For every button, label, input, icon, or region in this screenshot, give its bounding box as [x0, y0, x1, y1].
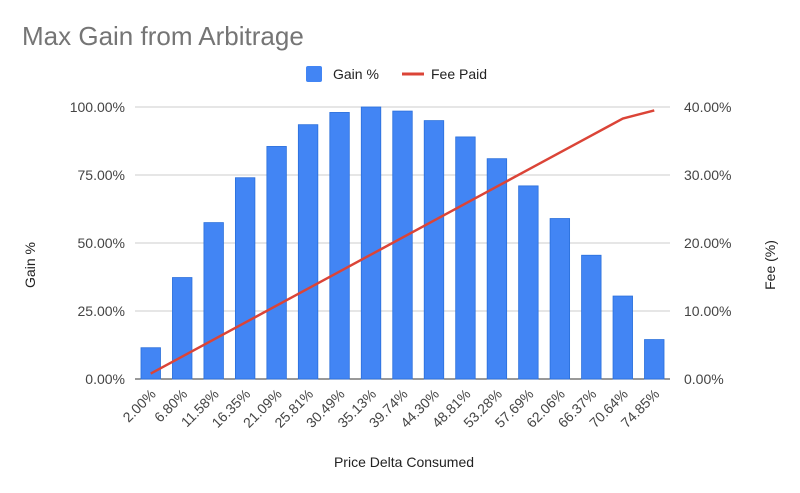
y2-tick-label: 10.00%	[684, 303, 731, 319]
y-tick-label: 50.00%	[78, 235, 125, 251]
x-axis-ticks: 2.00%6.80%11.58%16.35%21.09%25.81%30.49%…	[119, 386, 662, 431]
bar-gain	[203, 222, 224, 380]
legend-swatch-gain	[306, 66, 322, 82]
y2-tick-label: 20.00%	[684, 235, 731, 251]
bar-gain	[329, 112, 350, 380]
chart-title: Max Gain from Arbitrage	[22, 21, 304, 51]
bar-gain	[486, 158, 508, 380]
bar-gain	[266, 146, 287, 380]
bar-gain	[518, 185, 539, 380]
bar-gain	[172, 277, 193, 380]
bar-gain	[423, 120, 445, 380]
y-tick-label: 100.00%	[70, 99, 125, 115]
bar-gain	[234, 177, 256, 380]
bar-gain	[140, 347, 161, 380]
bar-gain	[644, 339, 665, 380]
bar-gain	[581, 254, 602, 380]
y-axis-title: Gain %	[22, 242, 38, 288]
left-axis-ticks: 0.00% 25.00% 50.00% 75.00% 100.00%	[70, 99, 125, 387]
fee-line	[150, 109, 655, 375]
y-tick-label: 75.00%	[78, 167, 125, 183]
bar-gain	[360, 106, 382, 380]
x-axis-title: Price Delta Consumed	[334, 454, 474, 470]
y2-tick-label: 0.00%	[684, 371, 724, 387]
legend-label-gain: Gain %	[333, 66, 379, 82]
legend-label-fee: Fee Paid	[431, 66, 487, 82]
bar-gain	[297, 124, 319, 380]
legend: Gain % Fee Paid	[306, 66, 487, 82]
y-tick-label: 25.00%	[78, 303, 125, 319]
right-axis-ticks: 0.00% 10.00% 20.00% 30.00% 40.00%	[684, 99, 731, 387]
fee-line-group	[150, 109, 655, 375]
y-tick-label: 0.00%	[85, 371, 125, 387]
y2-tick-label: 30.00%	[684, 167, 731, 183]
bar-gain	[549, 218, 571, 380]
y2-axis-title: Fee (%)	[762, 240, 778, 290]
y2-tick-label: 40.00%	[684, 99, 731, 115]
bars	[140, 106, 665, 380]
bar-gain	[392, 110, 413, 380]
bar-gain	[455, 136, 476, 380]
x-tick-label: 2.00%	[119, 386, 158, 425]
bar-gain	[612, 295, 633, 380]
